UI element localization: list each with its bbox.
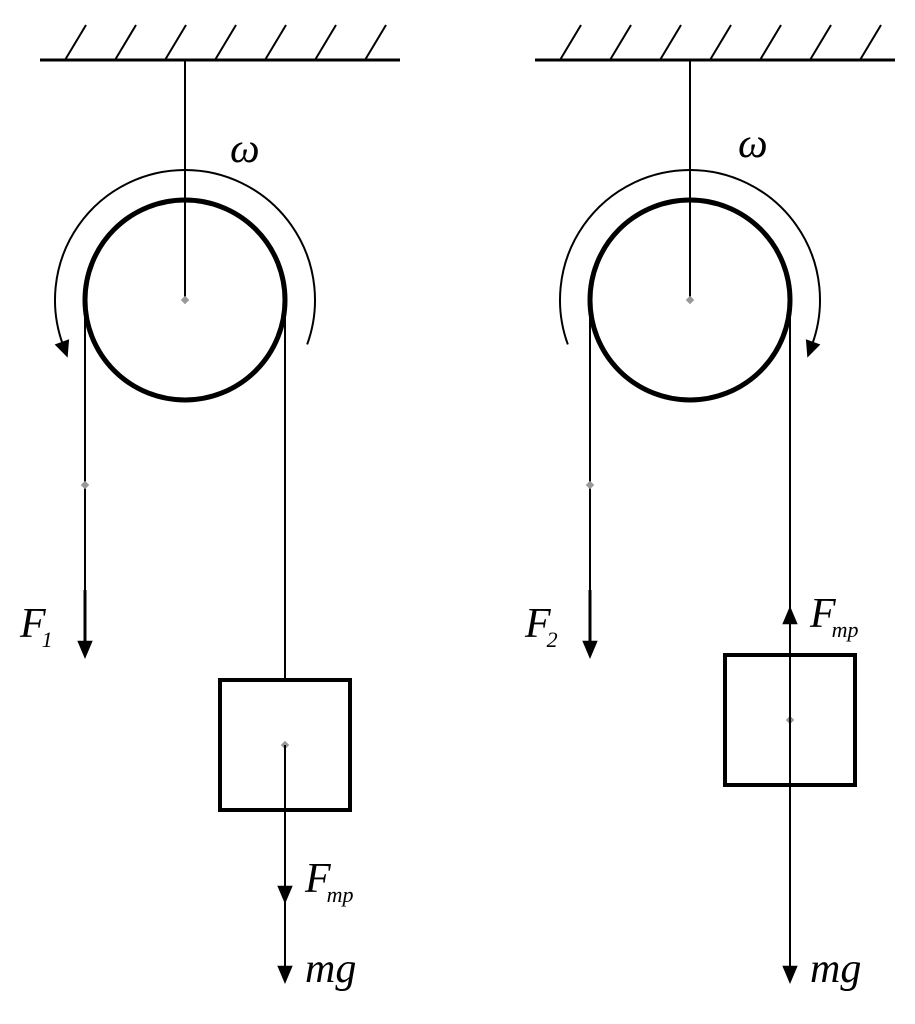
label-mg-left: mg xyxy=(305,945,356,993)
label-mg-right: mg xyxy=(810,945,861,993)
label-omega-left: ω xyxy=(230,125,260,173)
label-f1: F1 xyxy=(20,600,57,648)
label-ftr-left: Fтр xyxy=(305,855,358,903)
label-ftr-right: Fтр xyxy=(810,590,863,638)
physics-diagram xyxy=(0,0,915,1024)
label-omega-right: ω xyxy=(738,120,768,168)
label-f2: F2 xyxy=(525,600,562,648)
